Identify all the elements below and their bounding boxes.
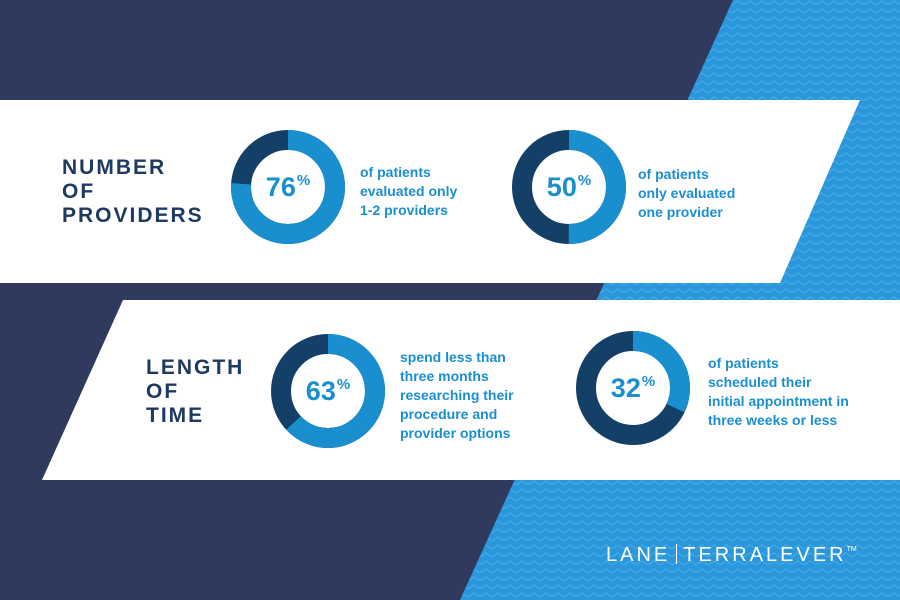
band-number-of-providers — [0, 100, 860, 283]
logo-right-text: TERRALEVER — [683, 544, 847, 566]
donut-value-segment — [512, 130, 626, 244]
donut-value-segment — [271, 334, 385, 448]
band-length-of-time — [42, 300, 900, 480]
donut-value-number: 63 — [305, 375, 336, 406]
donut-value-number: 50 — [546, 171, 577, 202]
heading-line: NUMBER — [62, 156, 167, 179]
donut-value: 76% — [230, 129, 346, 245]
donut-chart-50: 50% — [511, 129, 627, 245]
description-line: of patients — [360, 164, 431, 180]
heading-line: PROVIDERS — [62, 204, 204, 227]
description-line: one provider — [638, 204, 723, 220]
heading-number-of-providers: NUMBER OF PROVIDERS — [62, 156, 204, 228]
donut-chart-32: 32% — [575, 330, 691, 446]
donut-svg — [512, 130, 626, 244]
description-line: researching their — [400, 387, 514, 403]
description-line: provider options — [400, 425, 511, 441]
heading-line: TIME — [146, 404, 205, 427]
donut-svg — [271, 334, 385, 448]
logo-trademark: TM — [846, 546, 857, 553]
donut-value-number: 76 — [265, 171, 296, 202]
brand-logo: LANE TERRALEVERTM — [606, 544, 857, 567]
donut-value-unit: % — [641, 372, 656, 390]
donut-description: spend less than three months researching… — [400, 348, 514, 443]
donut-value-segment — [231, 130, 345, 244]
description-line: 1-2 providers — [360, 202, 448, 218]
description-line: evaluated only — [360, 183, 458, 199]
donut-value-number: 32 — [610, 372, 641, 403]
donut-svg — [231, 130, 345, 244]
donut-value: 32% — [575, 330, 691, 446]
description-line: spend less than — [400, 349, 506, 365]
donut-chart-63: 63% — [270, 333, 386, 449]
donut-description: of patients scheduled their initial appo… — [708, 354, 849, 430]
donut-value-unit: % — [336, 375, 351, 393]
heading-line: LENGTH — [146, 356, 245, 379]
donut-value-segment — [576, 331, 690, 445]
heading-line: OF — [146, 380, 180, 403]
donut-chart-76: 76% — [230, 129, 346, 245]
description-line: procedure and — [400, 406, 498, 422]
donut-value: 63% — [270, 333, 386, 449]
logo-left-text: LANE — [606, 544, 671, 566]
donut-value: 50% — [511, 129, 627, 245]
description-line: only evaluated — [638, 185, 736, 201]
description-line: three weeks or less — [708, 412, 838, 428]
donut-svg — [576, 331, 690, 445]
description-line: initial appointment in — [708, 393, 849, 409]
description-line: scheduled their — [708, 374, 812, 390]
donut-value-unit: % — [296, 171, 311, 189]
heading-line: OF — [62, 180, 96, 203]
description-line: of patients — [638, 166, 709, 182]
description-line: three months — [400, 368, 489, 384]
donut-description: of patients only evaluated one provider — [638, 165, 735, 222]
logo-separator — [676, 544, 678, 564]
description-line: of patients — [708, 355, 779, 371]
heading-length-of-time: LENGTH OF TIME — [146, 356, 244, 428]
donut-description: of patients evaluated only 1-2 providers — [360, 163, 457, 220]
donut-value-unit: % — [577, 171, 592, 189]
